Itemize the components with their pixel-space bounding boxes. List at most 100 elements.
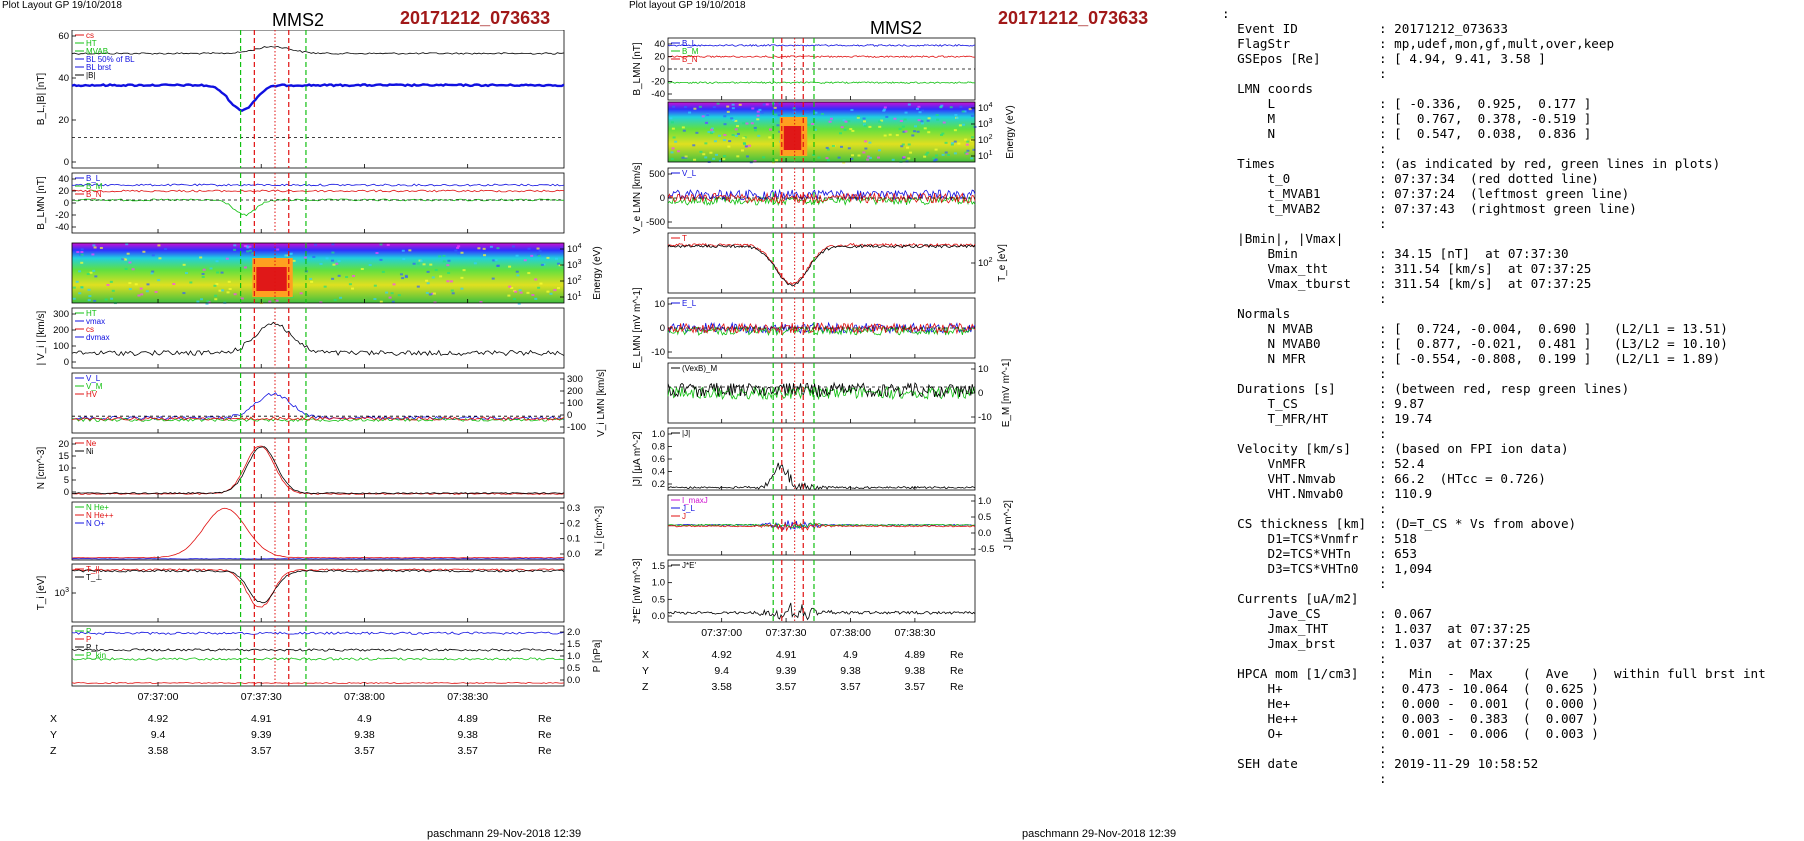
spectrogram-cell: [907, 157, 911, 160]
info-section-title-value: : Min - Max ( Ave ) within full brst int: [1379, 666, 1766, 681]
spectrogram-cell: [671, 147, 675, 150]
series-line: [667, 191, 976, 205]
spectrogram-cell: [736, 132, 740, 135]
spectrogram-cell: [806, 123, 810, 126]
info-row-value: : 66.2 (HTcc = 0.726): [1379, 471, 1546, 486]
spectrogram-cell: [864, 147, 868, 150]
spectrogram-cell: [953, 140, 957, 143]
spectrogram-cell: [92, 269, 96, 272]
spectrogram-cell: [557, 262, 561, 265]
spectrogram-cell: [950, 143, 954, 146]
spectrogram-cell: [243, 245, 247, 248]
info-row-label: VHT.Nmvab: [1222, 471, 1336, 486]
info-section-title-label: HPCA mom [1/cm3]: [1222, 666, 1359, 681]
spectrogram-cell: [933, 159, 937, 162]
spectrogram-cell: [275, 299, 279, 302]
info-section-title: CS thickness [km]: (D=T_CS * Vs from abo…: [1222, 516, 1802, 531]
spectrogram-cell: [126, 252, 130, 255]
panel-frame: [667, 427, 976, 491]
spectrogram-cell: [526, 291, 530, 294]
spectrogram-cell: [966, 140, 970, 143]
ephemeris-value: 9.39: [251, 729, 272, 741]
spectrogram-cell: [750, 122, 754, 125]
spectrogram-cell: [454, 249, 458, 252]
spectrogram-cell: [213, 284, 217, 287]
subpanel-9: 2.01.51.00.50.0P [nPa]PPP_tP_kin: [71, 625, 603, 687]
series-line: [71, 83, 565, 113]
spectrogram-cell: [494, 259, 498, 262]
info-spacer: :: [1222, 291, 1802, 306]
y-axis-label: Energy (eV): [1005, 105, 1016, 158]
spectrogram-cell: [233, 293, 237, 296]
y-tick-label: 20: [58, 115, 69, 126]
info-spacer: :: [1222, 426, 1802, 441]
spectrogram-cell: [730, 117, 734, 120]
ephemeris-value: 3.58: [711, 681, 732, 693]
ephemeris-value: 3.57: [905, 681, 926, 693]
spectrogram-cell: [151, 270, 155, 273]
spectrogram-cell: [157, 244, 161, 247]
time-tick-label: 07:37:00: [138, 691, 179, 703]
spectrogram-cell: [536, 247, 540, 250]
spectrogram-cell: [843, 128, 847, 131]
series-line: [71, 631, 565, 635]
spectrogram-cell: [817, 156, 821, 159]
spectrogram-cell: [218, 289, 222, 292]
info-row-value: : [ 0.767, 0.378, -0.519 ]: [1379, 111, 1592, 126]
y-axis-label: T_i [eV]: [36, 576, 47, 611]
spectrogram-cell: [710, 128, 714, 131]
y-tick-label: 1.0: [652, 578, 665, 589]
spectrogram-peak-region: [783, 126, 802, 150]
spectrogram-cell: [386, 243, 390, 246]
series-line: [667, 322, 976, 335]
spectrogram-cell: [731, 103, 735, 106]
spectrogram-cell: [428, 293, 432, 296]
spectrogram-cell: [314, 243, 318, 246]
info-row: O+: 0.001 - 0.006 ( 0.003 ): [1222, 726, 1802, 741]
legend-label: I_maxJ: [682, 496, 708, 505]
spectrogram-cell: [862, 120, 866, 123]
info-row-label: Jmax_THT: [1222, 621, 1329, 636]
spectrogram-cell: [145, 290, 149, 293]
info-spacer: :: [1222, 741, 1802, 756]
spectrogram-cell: [276, 248, 280, 251]
spectrogram-cell: [164, 248, 168, 251]
spectrogram-background: [668, 102, 975, 162]
spectrogram-cell: [946, 153, 950, 156]
info-row-label: Bmin: [1222, 246, 1298, 261]
legend-label: B_N: [86, 190, 102, 199]
left-event-title: 20171212_073633: [400, 8, 551, 28]
spectrogram-cell: [518, 289, 522, 292]
spectrogram-cell: [773, 106, 777, 109]
spectrogram-cell: [699, 150, 703, 153]
y-tick-label: 200: [53, 325, 69, 336]
spectrogram-cell: [214, 298, 218, 301]
spectrogram-cell: [901, 125, 905, 128]
spectrogram-cell: [716, 102, 720, 105]
ephemeris-axis-y: Y: [642, 665, 649, 677]
info-row-label: T_MFR/HT: [1222, 411, 1329, 426]
spectrogram-cell: [671, 127, 675, 130]
spectrogram-cell: [906, 146, 910, 149]
y-tick-label: 500: [649, 169, 665, 180]
spectrogram-cell: [515, 254, 519, 257]
spectrogram-cell: [438, 255, 442, 258]
spectrogram-cell: [913, 130, 917, 133]
spectrogram-cell: [397, 294, 401, 297]
y-tick-exponent: 4: [578, 243, 582, 250]
legend-label: Ne: [86, 439, 97, 448]
spectrogram-cell: [331, 251, 335, 254]
spectrogram-cell: [517, 302, 521, 305]
spectrogram-cell: [228, 287, 232, 290]
info-row-value: : [ -0.336, 0.925, 0.177 ]: [1379, 96, 1592, 111]
spectrogram-cell: [923, 155, 927, 158]
y-tick-label: 101: [978, 150, 993, 162]
spectrogram-cell: [325, 257, 329, 260]
spectrogram-cell: [496, 264, 500, 267]
y-tick-label: 100: [567, 398, 583, 409]
spectrogram-cell: [142, 250, 146, 253]
info-row: He+: 0.000 - 0.001 ( 0.000 ): [1222, 696, 1802, 711]
spectrogram-cell: [460, 276, 464, 279]
